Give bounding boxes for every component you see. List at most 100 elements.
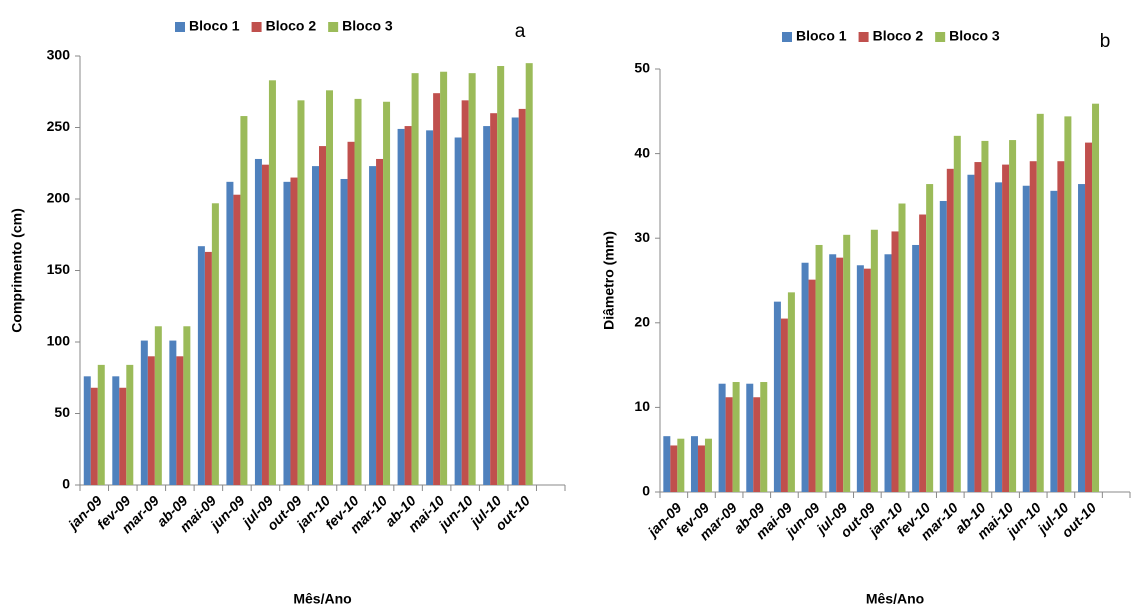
bar <box>154 326 162 485</box>
bar <box>690 436 698 492</box>
y-tick-label: 0 <box>62 476 70 492</box>
bar <box>725 397 733 492</box>
bar <box>140 340 148 485</box>
bar <box>801 262 809 492</box>
bar <box>808 279 816 492</box>
bar <box>319 146 326 485</box>
bar <box>704 438 712 492</box>
y-tick-label: 50 <box>634 60 650 76</box>
y-tick-label: 0 <box>642 483 650 499</box>
bar <box>995 182 1003 492</box>
bar <box>254 158 262 485</box>
bar <box>461 100 469 485</box>
legend-swatch <box>935 32 946 42</box>
annotation: b <box>1100 31 1111 52</box>
bar <box>97 364 105 485</box>
bar <box>760 382 768 492</box>
bar <box>843 234 851 493</box>
legend-label: Bloco 1 <box>796 28 847 44</box>
bar <box>898 203 906 493</box>
bar <box>226 181 234 485</box>
bar <box>383 101 391 485</box>
legend-label: Bloco 2 <box>266 18 317 34</box>
bar <box>147 356 155 485</box>
bar <box>1036 113 1044 492</box>
bar <box>1078 184 1086 492</box>
bar <box>197 246 205 485</box>
bar <box>746 383 754 492</box>
bar <box>483 126 491 485</box>
y-axis-title: Comprimento (cm) <box>9 208 25 332</box>
bar <box>1009 140 1017 492</box>
bar <box>829 254 837 492</box>
bar <box>518 108 526 485</box>
bar <box>753 397 761 492</box>
bar <box>169 340 177 485</box>
bar <box>718 383 726 492</box>
bar <box>268 80 276 485</box>
bar <box>204 251 212 485</box>
annotation: a <box>515 21 526 42</box>
bar <box>83 376 91 485</box>
bar <box>511 117 519 486</box>
bar <box>119 387 127 485</box>
bar <box>1022 185 1030 493</box>
bar <box>454 137 462 485</box>
bar <box>176 356 184 485</box>
bar <box>1092 103 1100 492</box>
bar <box>884 254 892 492</box>
y-axis-title: Diâmetro (mm) <box>601 231 617 330</box>
bar <box>233 194 241 485</box>
bar <box>211 203 219 486</box>
bar <box>773 301 781 492</box>
legend-label: Bloco 3 <box>342 18 393 34</box>
bar <box>663 436 671 492</box>
legend-label: Bloco 3 <box>949 28 1000 44</box>
legend-label: Bloco 2 <box>873 28 924 44</box>
x-axis-title: Mês/Ano <box>293 591 351 607</box>
bar <box>261 164 269 485</box>
bar <box>891 231 899 492</box>
bar <box>870 229 878 493</box>
y-tick-label: 250 <box>47 118 71 134</box>
bar <box>856 265 864 492</box>
bar <box>732 382 740 492</box>
bar <box>1050 190 1058 492</box>
bar <box>240 116 248 485</box>
legend-swatch <box>175 22 185 32</box>
y-tick-label: 40 <box>634 144 650 160</box>
bar <box>426 130 434 486</box>
bar <box>376 158 384 485</box>
bar <box>397 128 405 485</box>
bar <box>1085 142 1093 493</box>
y-tick-label: 150 <box>47 261 71 277</box>
bar <box>974 162 982 492</box>
bar <box>836 257 844 492</box>
bar <box>912 244 920 492</box>
bar <box>677 438 685 492</box>
bar <box>183 326 191 485</box>
bar <box>126 364 134 485</box>
bar <box>326 90 333 485</box>
bar <box>670 445 678 492</box>
bar <box>926 184 934 492</box>
bar <box>290 177 298 486</box>
bar <box>340 178 348 486</box>
bar <box>953 135 961 493</box>
bar <box>112 376 120 485</box>
bar <box>1064 116 1072 492</box>
bar <box>411 73 419 485</box>
bar <box>404 126 412 485</box>
y-tick-label: 30 <box>634 229 650 245</box>
y-tick-label: 10 <box>634 398 650 414</box>
bar <box>946 168 954 492</box>
bar <box>283 181 291 485</box>
y-tick-label: 20 <box>634 314 650 330</box>
bar <box>354 98 362 486</box>
bar <box>525 63 533 486</box>
bar <box>787 292 795 492</box>
legend-swatch <box>858 32 869 42</box>
bar <box>815 244 823 492</box>
bar <box>440 71 448 485</box>
